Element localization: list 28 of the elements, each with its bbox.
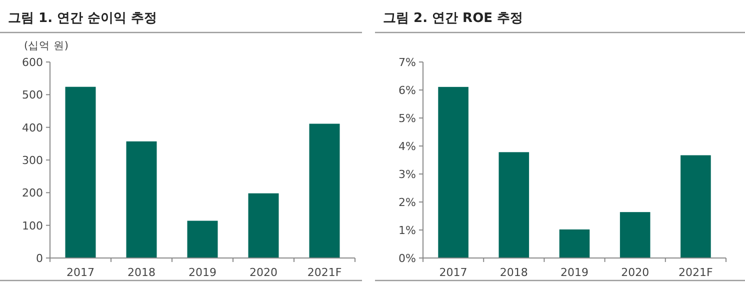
y-axis-title: (십억 원) — [24, 40, 69, 52]
x-tick-label: 2017 — [439, 266, 468, 279]
chart-title: 그림 1. 연간 순이익 추정 — [8, 11, 158, 26]
y-tick-label: 300 — [22, 154, 43, 167]
x-tick-label: 2017 — [66, 266, 94, 279]
x-tick-label: 2021F — [678, 266, 713, 279]
x-tick-label: 2021F — [307, 266, 342, 279]
y-tick-label: 400 — [22, 121, 43, 134]
y-tick-label: 2% — [398, 196, 416, 209]
chart-title: 그림 2. 연간 ROE 추정 — [383, 11, 524, 26]
x-tick-label: 2018 — [500, 266, 528, 279]
y-tick-label: 500 — [22, 88, 43, 102]
y-tick-label: 0 — [36, 252, 43, 265]
y-tick-label: 3% — [398, 168, 416, 181]
y-tick-label: 5% — [398, 112, 416, 125]
y-tick-label: 4% — [398, 140, 416, 153]
x-tick-label: 2018 — [128, 266, 156, 279]
y-tick-label: 100 — [22, 219, 43, 232]
y-tick-label: 1% — [398, 224, 416, 237]
y-tick-label: 200 — [22, 186, 43, 200]
x-tick-label: 2020 — [621, 266, 650, 279]
y-tick-label: 7% — [398, 56, 416, 69]
x-tick-label: 2020 — [250, 266, 278, 279]
y-tick-label: 6% — [398, 84, 416, 97]
y-tick-label: 600 — [22, 56, 43, 69]
x-tick-label: 2019 — [188, 266, 216, 279]
x-tick-label: 2019 — [560, 266, 588, 279]
y-tick-label: 0% — [398, 252, 416, 265]
